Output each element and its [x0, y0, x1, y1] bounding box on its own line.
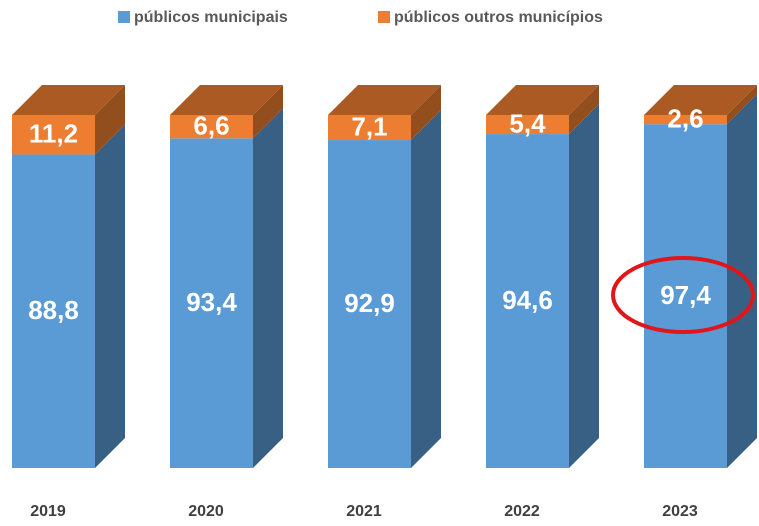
highlight-ellipse — [611, 256, 755, 334]
x-tick-label: 2021 — [346, 503, 382, 520]
bar-segment — [486, 115, 569, 135]
bar-segment — [644, 124, 727, 468]
bar-side — [253, 85, 283, 139]
bar-side — [95, 85, 125, 155]
value-label: 92,9 — [344, 288, 395, 318]
bar-top — [644, 85, 757, 115]
bar-segment — [170, 115, 253, 139]
legend-label: públicos municipais — [134, 9, 288, 26]
value-label: 7,1 — [351, 111, 387, 141]
bar-segment — [328, 140, 411, 469]
bar-top — [170, 85, 283, 115]
value-label: 88,8 — [28, 295, 79, 325]
bar-segment — [328, 115, 411, 141]
bar-segment — [12, 154, 95, 468]
legend-label: públicos outros municípios — [394, 9, 603, 26]
bar-segment — [170, 138, 253, 468]
bar-top — [328, 85, 441, 115]
legend-swatch — [118, 11, 130, 23]
x-tick-label: 2020 — [188, 503, 224, 520]
value-label: 94,6 — [502, 285, 553, 315]
bar-side — [727, 94, 757, 468]
value-label: 97,4 — [660, 280, 711, 310]
x-tick-label: 2022 — [504, 503, 540, 520]
bar-top — [12, 85, 125, 115]
bar-segment — [644, 115, 727, 125]
value-label: 6,6 — [193, 111, 229, 141]
value-label: 93,4 — [186, 287, 237, 317]
bar-side — [411, 110, 441, 469]
value-label: 2,6 — [667, 103, 703, 133]
bar-top — [486, 85, 599, 115]
bar-side — [95, 124, 125, 468]
legend-swatch — [378, 11, 390, 23]
bar-segment — [486, 134, 569, 468]
bar-segment — [12, 115, 95, 155]
value-label: 11,2 — [29, 119, 78, 149]
bar-side — [569, 104, 599, 468]
x-tick-label: 2023 — [662, 503, 698, 520]
x-tick-label: 2019 — [30, 503, 66, 520]
bar-side — [411, 85, 441, 141]
bar-side — [253, 108, 283, 468]
value-label: 5,4 — [509, 108, 546, 138]
bar-side — [727, 85, 757, 125]
bar-side — [569, 85, 599, 135]
